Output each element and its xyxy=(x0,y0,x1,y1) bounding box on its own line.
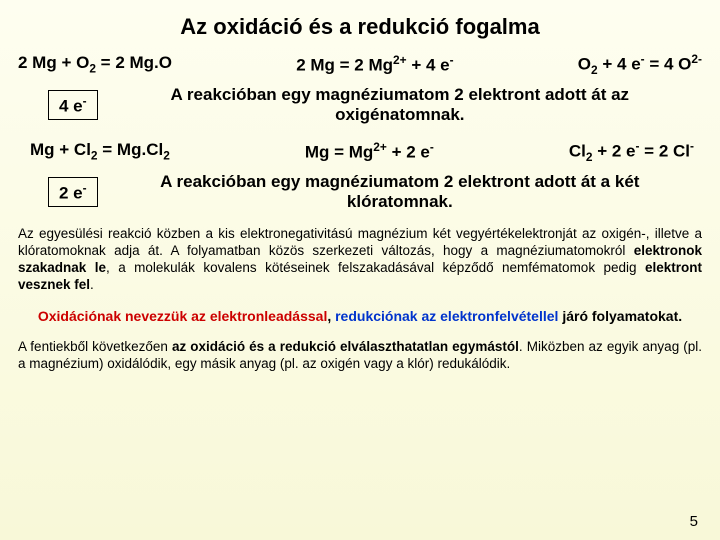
paragraph-3: A fentiekből következően az oxidáció és … xyxy=(18,339,702,373)
boxed-row-2: 2 e- A reakcióban egy magnéziumatom 2 el… xyxy=(18,172,702,212)
explain-2: A reakcióban egy magnéziumatom 2 elektro… xyxy=(98,172,702,212)
page-number: 5 xyxy=(690,513,698,530)
electron-box-1: 4 e- xyxy=(48,90,98,121)
eq2-left: Mg + Cl2 = Mg.Cl2 xyxy=(18,140,170,162)
equation-row-2: Mg + Cl2 = Mg.Cl2 Mg = Mg2+ + 2 e- Cl2 +… xyxy=(18,139,702,164)
paragraph-definition: Oxidációnak nevezzük az elektronleadássa… xyxy=(18,308,702,326)
eq1-left: 2 Mg + O2 = 2 Mg.O xyxy=(18,53,172,75)
eq2-mid: Mg = Mg2+ + 2 e- xyxy=(305,140,434,163)
explain-1: A reakcióban egy magnéziumatom 2 elektro… xyxy=(98,85,702,125)
paragraph-1: Az egyesülési reakció közben a kis elekt… xyxy=(18,226,702,294)
equation-row-1: 2 Mg + O2 = 2 Mg.O 2 Mg = 2 Mg2+ + 4 e- … xyxy=(18,52,702,77)
electron-box-2: 2 e- xyxy=(48,177,98,208)
page-title: Az oxidáció és a redukció fogalma xyxy=(18,14,702,40)
eq1-right: O2 + 4 e- = 4 O2- xyxy=(578,52,702,77)
eq1-mid: 2 Mg = 2 Mg2+ + 4 e- xyxy=(296,53,453,76)
boxed-row-1: 4 e- A reakcióban egy magnéziumatom 2 el… xyxy=(18,85,702,125)
eq2-right: Cl2 + 2 e- = 2 Cl- xyxy=(569,139,702,164)
